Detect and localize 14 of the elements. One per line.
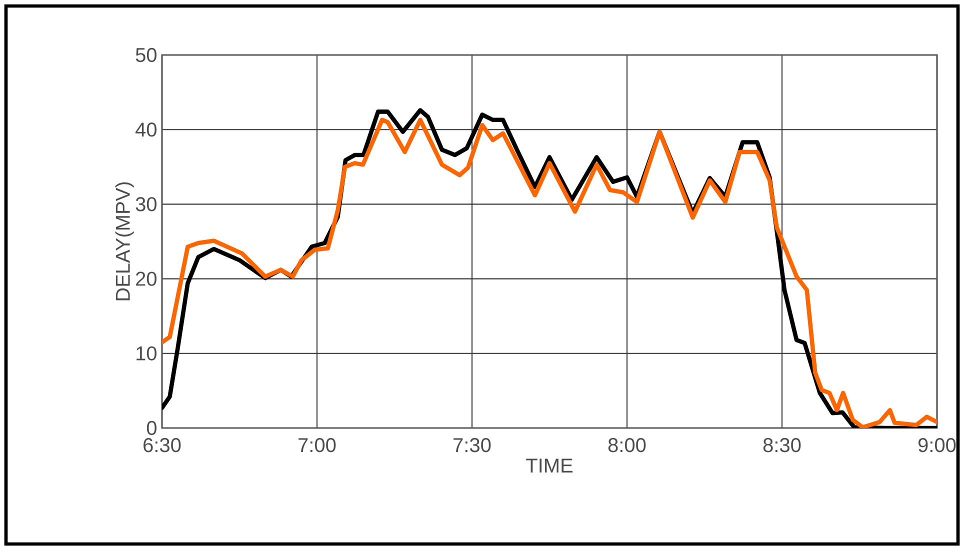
x-axis-title: TIME [526, 458, 573, 472]
x-tick-label: 8:00 [608, 438, 646, 452]
y-tick-label: 50 [136, 48, 156, 62]
y-tick-label: 20 [136, 272, 156, 286]
y-tick-label: 40 [136, 122, 156, 137]
y-tick-label: 30 [136, 197, 156, 212]
x-tick-label: 8:30 [763, 438, 801, 452]
x-tick-label: 7:30 [454, 438, 491, 452]
x-tick-label: 7:00 [298, 438, 336, 452]
x-tick-label: 6:30 [144, 438, 181, 452]
x-tick-label: 9:00 [918, 438, 956, 452]
y-tick-label: 0 [146, 420, 156, 436]
y-tick-label: 10 [136, 346, 156, 360]
y-axis-title: DELAY(MPV) [115, 182, 134, 300]
